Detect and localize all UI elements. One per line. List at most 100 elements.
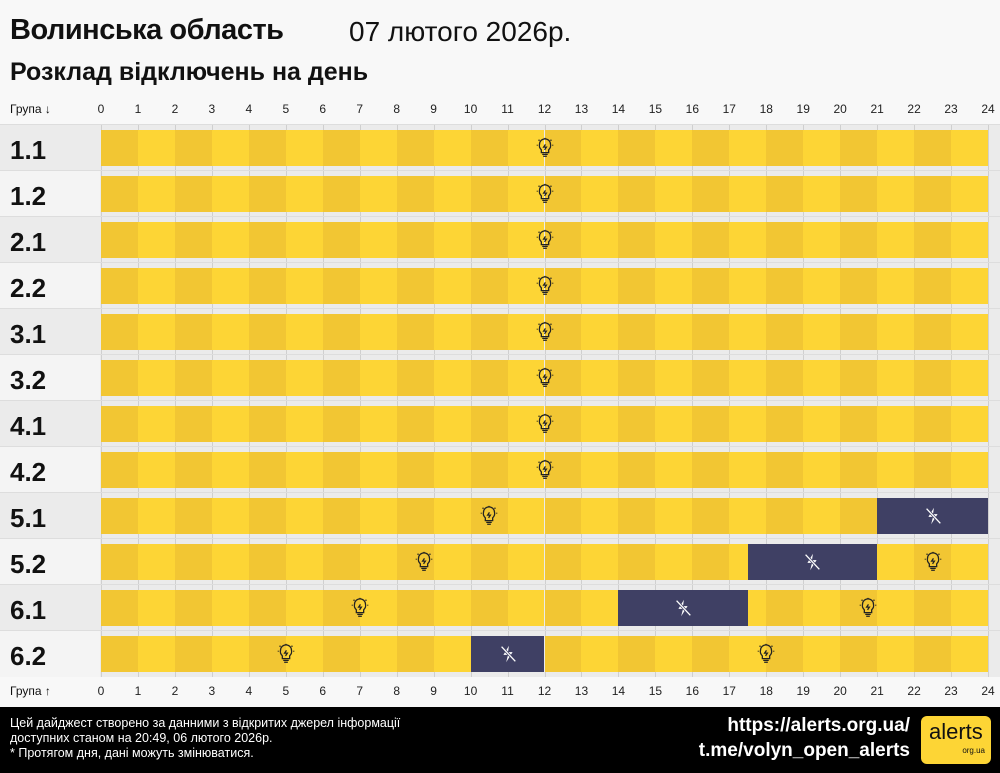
power-on-hour	[914, 268, 952, 304]
power-on-hour	[618, 544, 656, 580]
power-on-hour	[322, 176, 360, 212]
power-on-hour	[211, 406, 249, 442]
power-on-hour	[470, 544, 508, 580]
power-on-hour	[692, 544, 730, 580]
power-on-hour	[951, 452, 988, 488]
alerts-logo: alerts org.ua	[921, 716, 991, 764]
power-on-hour	[618, 636, 656, 672]
power-on-hour	[803, 360, 841, 396]
power-on-hour	[137, 406, 175, 442]
power-on-hour	[914, 590, 952, 626]
power-on-hour	[211, 130, 249, 166]
power-on-hour	[433, 452, 471, 488]
x-tick-label: 15	[648, 684, 663, 698]
power-on-hour	[877, 130, 915, 166]
power-on-hour	[618, 130, 656, 166]
telegram-link[interactable]: t.me/volyn_open_alerts	[698, 740, 910, 761]
power-on-hour	[211, 268, 249, 304]
power-on-hour	[470, 590, 508, 626]
power-on-hour	[581, 222, 619, 258]
power-on-hour	[433, 222, 471, 258]
power-on-hour	[174, 544, 212, 580]
region-title: Волинська область	[10, 14, 284, 46]
x-tick-label: 19	[796, 684, 810, 698]
power-on-hour	[248, 452, 286, 488]
power-on-hour	[470, 452, 508, 488]
power-on-hour	[618, 406, 656, 442]
lightbulb-icon	[534, 321, 556, 343]
power-on-hour	[322, 314, 360, 350]
group-label: 5.2	[0, 539, 100, 585]
lightbulb-icon	[922, 551, 944, 573]
power-on-hour	[359, 222, 397, 258]
power-on-hour	[914, 360, 952, 396]
group-row: 6.2	[0, 630, 1000, 677]
power-on-hour	[137, 590, 175, 626]
power-on-hour	[803, 452, 841, 488]
power-on-hour	[285, 130, 323, 166]
power-on-hour	[618, 360, 656, 396]
power-on-hour	[581, 544, 619, 580]
x-tick-label: 10	[463, 684, 478, 698]
power-on-hour	[877, 314, 915, 350]
power-on-hour	[137, 314, 175, 350]
power-on-hour	[655, 636, 693, 672]
power-on-hour	[396, 452, 434, 488]
power-on-hour	[137, 544, 175, 580]
power-on-hour	[803, 268, 841, 304]
power-on-hour	[433, 314, 471, 350]
power-on-hour	[877, 176, 915, 212]
power-on-hour	[692, 636, 730, 672]
lightbulb-icon	[478, 505, 500, 527]
power-on-hour	[803, 498, 841, 534]
power-on-hour	[101, 498, 138, 534]
x-tick-label: 23	[944, 102, 958, 116]
power-on-hour	[470, 360, 508, 396]
power-on-hour	[101, 222, 138, 258]
website-link[interactable]: https://alerts.org.ua/	[727, 715, 910, 736]
lightbulb-icon	[534, 459, 556, 481]
power-on-hour	[655, 314, 693, 350]
group-track	[100, 401, 1000, 447]
hour-gridline	[988, 539, 989, 585]
power-on-hour	[101, 544, 138, 580]
lightbulb-icon	[534, 137, 556, 159]
power-on-hour	[729, 406, 767, 442]
power-on-hour	[507, 314, 545, 350]
power-on-hour	[322, 360, 360, 396]
power-on-hour	[544, 406, 582, 442]
power-on-hour	[840, 360, 878, 396]
lightbulb-icon	[755, 643, 777, 665]
x-tick-label: 13	[574, 684, 589, 698]
power-on-hour	[248, 544, 286, 580]
x-tick-label: 20	[833, 684, 847, 698]
footer-note: * Протягом дня, дані можуть змінюватися.	[10, 746, 254, 760]
power-on-hour	[248, 498, 286, 534]
x-tick-label: 3	[208, 102, 216, 116]
x-tick-label: 4	[245, 684, 253, 698]
power-on-hour	[433, 636, 471, 672]
group-label: 1.1	[0, 125, 100, 171]
power-on-hour	[211, 544, 249, 580]
group-label: 5.1	[0, 493, 100, 539]
power-on-hour	[692, 176, 730, 212]
x-tick-label: 7	[356, 102, 364, 116]
power-on-hour	[544, 544, 582, 580]
power-on-hour	[877, 636, 915, 672]
footer: Цей дайджест створено за данними з відкр…	[0, 707, 1000, 773]
group-track	[100, 171, 1000, 217]
power-on-hour	[285, 268, 323, 304]
power-on-hour	[729, 636, 767, 672]
power-on-hour	[581, 314, 619, 350]
power-on-hour	[729, 268, 767, 304]
x-tick-label: 11	[501, 102, 514, 116]
hour-gridline	[988, 217, 989, 263]
power-on-hour	[877, 360, 915, 396]
power-on-hour	[914, 222, 952, 258]
power-on-hour	[174, 498, 212, 534]
power-on-hour	[544, 222, 582, 258]
x-tick-label: 18	[759, 684, 773, 698]
power-on-hour	[951, 406, 988, 442]
x-tick-label: 6	[319, 684, 327, 698]
no-power-icon	[801, 551, 823, 573]
